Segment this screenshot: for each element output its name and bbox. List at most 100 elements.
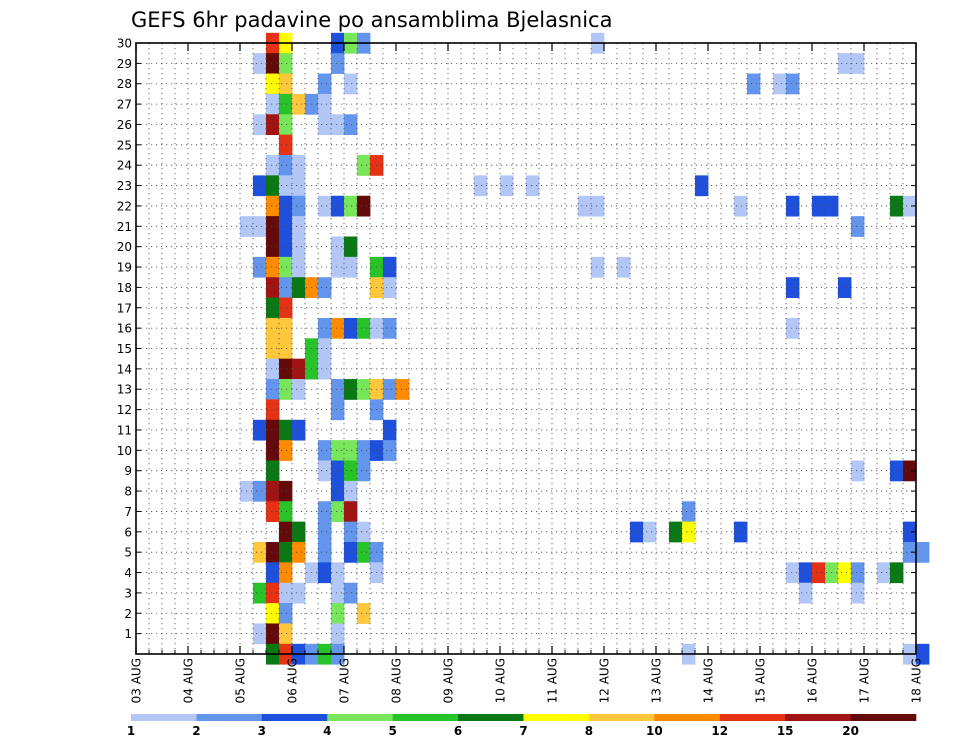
precip-cell [786, 277, 800, 298]
precip-cell [279, 155, 293, 176]
legend-swatch [719, 714, 786, 721]
precip-cell [344, 541, 358, 563]
x-tick-label: 08 AUG [390, 658, 404, 703]
x-tick-label: 04 AUG [182, 658, 196, 703]
precip-cell [253, 480, 267, 502]
precip-cell [331, 256, 345, 278]
precip-cell [266, 277, 280, 298]
precip-cell [786, 562, 800, 584]
legend-label: 2 [192, 724, 200, 738]
precip-cell [266, 216, 280, 237]
precip-cell [357, 541, 371, 563]
precip-cell [292, 541, 306, 563]
precip-cell [903, 195, 917, 217]
precip-cell [838, 562, 852, 584]
precip-cell [344, 582, 358, 604]
precip-cell [279, 195, 293, 217]
x-tick-label: 16 AUG [806, 658, 820, 703]
precip-cell [279, 582, 293, 604]
legend-swatch [392, 714, 459, 721]
precip-cell [279, 338, 293, 360]
precip-cell [838, 53, 852, 74]
y-tick-label: 2 [124, 607, 132, 621]
precip-cell [266, 175, 280, 197]
precip-cell [279, 277, 293, 298]
color-legend: 1 2 3 4 5 6 7 8 10 12 15 20 [127, 714, 917, 738]
precip-cell [292, 521, 306, 543]
precip-cell [292, 379, 306, 400]
precip-cell [331, 379, 345, 400]
legend-label: 4 [323, 724, 331, 738]
precip-cell [266, 256, 280, 278]
precip-cell [318, 195, 332, 217]
precip-cell [266, 603, 280, 624]
x-tick-label: 06 AUG [286, 658, 300, 703]
precip-cell [344, 73, 358, 95]
precip-cell [279, 114, 293, 136]
precip-cell [266, 114, 280, 136]
precip-cell [266, 379, 280, 400]
legend-swatch [196, 714, 263, 721]
precip-cell [292, 216, 306, 237]
y-tick-label: 27 [117, 98, 132, 112]
precip-cell [851, 562, 865, 584]
precip-cell [266, 236, 280, 258]
precip-cell [279, 134, 293, 156]
precip-cell [279, 521, 293, 543]
precip-cell [331, 501, 345, 523]
precip-cell [747, 73, 761, 95]
y-tick-label: 16 [117, 322, 132, 336]
precip-cell [279, 297, 293, 319]
y-tick-label: 14 [117, 362, 132, 376]
precip-cell [266, 297, 280, 319]
precip-cell [643, 521, 657, 543]
precip-cell [799, 582, 813, 604]
precip-cell [266, 195, 280, 217]
precip-cell [279, 73, 293, 95]
precip-cell [383, 317, 397, 339]
precip-cell [318, 277, 332, 298]
legend-label: 7 [519, 724, 527, 738]
precip-cell [318, 460, 332, 482]
y-tick-label: 19 [117, 261, 132, 275]
precip-cell [292, 175, 306, 197]
y-tick-label: 18 [117, 281, 132, 295]
precip-cell [903, 460, 917, 482]
precip-cell [357, 155, 371, 176]
precip-cell [734, 195, 748, 217]
y-tick-label: 8 [124, 485, 132, 499]
y-tick-label: 13 [117, 383, 132, 397]
y-axis-member-ticks: 1234567891011121314151617181920212223242… [117, 37, 916, 641]
y-tick-label: 30 [117, 37, 132, 51]
legend-label: 20 [842, 724, 859, 738]
precip-cell [877, 562, 891, 584]
legend-swatch [458, 714, 524, 721]
precip-cell [318, 114, 332, 136]
precip-cell [253, 582, 267, 604]
precip-cell [279, 603, 293, 624]
precip-cell [357, 603, 371, 624]
precip-cell [331, 195, 345, 217]
legend-swatch [523, 714, 590, 721]
x-tick-label: 18 AUG [910, 658, 924, 703]
y-tick-label: 23 [117, 179, 132, 193]
precip-cell [279, 175, 293, 197]
precip-cell [279, 216, 293, 237]
precip-cell [331, 460, 345, 482]
precip-cell [266, 582, 280, 604]
precip-cell [786, 195, 800, 217]
precip-cell [279, 562, 293, 584]
precip-cell [279, 379, 293, 400]
precip-cell [916, 643, 930, 665]
precip-cell [578, 195, 592, 217]
precip-cell [318, 317, 332, 339]
x-tick-label: 15 AUG [754, 658, 768, 703]
y-tick-label: 17 [117, 301, 132, 315]
precip-cell [318, 521, 332, 543]
precip-cell [474, 175, 488, 197]
legend-label: 1 [127, 724, 135, 738]
precip-cell [318, 73, 332, 95]
precip-cell [279, 93, 293, 115]
precip-cell [786, 317, 800, 339]
precip-cell [344, 317, 358, 339]
